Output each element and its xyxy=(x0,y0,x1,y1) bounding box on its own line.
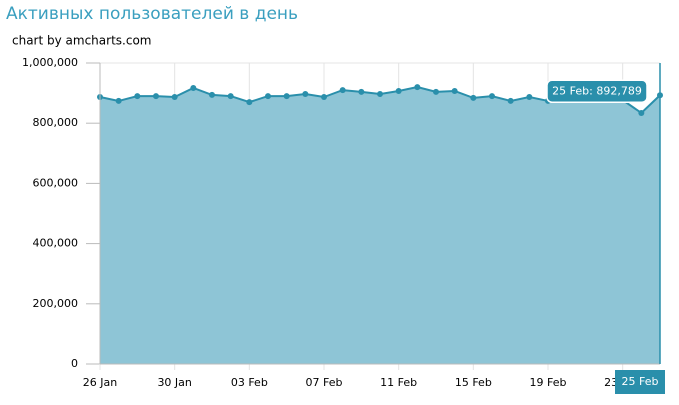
point xyxy=(265,93,271,100)
point xyxy=(302,91,309,98)
point xyxy=(134,93,141,100)
y-tick-label: 400,000 xyxy=(33,237,79,250)
chart-title: Активных пользователей в день xyxy=(6,4,298,24)
x-tick-label: 30 Jan xyxy=(157,376,191,389)
point xyxy=(339,87,346,94)
point xyxy=(526,94,533,101)
point xyxy=(246,99,253,106)
x-tick-label: 11 Feb xyxy=(380,376,417,389)
tooltip: 25 Feb: 892,789 xyxy=(552,84,642,97)
x-tick-label: 15 Feb xyxy=(455,376,492,389)
point xyxy=(377,91,383,98)
point xyxy=(395,87,402,94)
x-tick-label: 03 Feb xyxy=(231,376,268,389)
point xyxy=(358,88,365,95)
cursor-label: 25 Feb xyxy=(622,375,659,388)
point xyxy=(190,84,197,91)
x-tick-label: 07 Feb xyxy=(306,376,343,389)
point xyxy=(283,93,290,100)
area xyxy=(100,87,660,364)
point xyxy=(507,97,514,104)
point xyxy=(171,94,178,101)
point xyxy=(433,88,439,95)
y-tick-label: 200,000 xyxy=(33,297,79,310)
y-tick-label: 1,000,000 xyxy=(22,56,78,69)
credit[interactable]: chart by amcharts.com xyxy=(12,34,151,48)
point xyxy=(470,94,477,101)
tooltip-box xyxy=(546,79,648,104)
y-tick-label: 0 xyxy=(71,357,78,370)
point xyxy=(227,93,234,100)
cursor-label-box xyxy=(615,370,665,394)
point xyxy=(209,91,215,98)
point xyxy=(489,93,495,100)
point xyxy=(153,93,159,100)
x-tick-label: 26 Jan xyxy=(83,376,117,389)
y-tick-label: 600,000 xyxy=(33,176,79,189)
point xyxy=(414,84,421,91)
y-tick-label: 800,000 xyxy=(33,116,79,129)
point xyxy=(638,109,645,116)
point xyxy=(451,87,458,94)
point xyxy=(321,94,327,101)
point xyxy=(115,97,122,104)
x-tick-label: 19 Feb xyxy=(530,376,567,389)
